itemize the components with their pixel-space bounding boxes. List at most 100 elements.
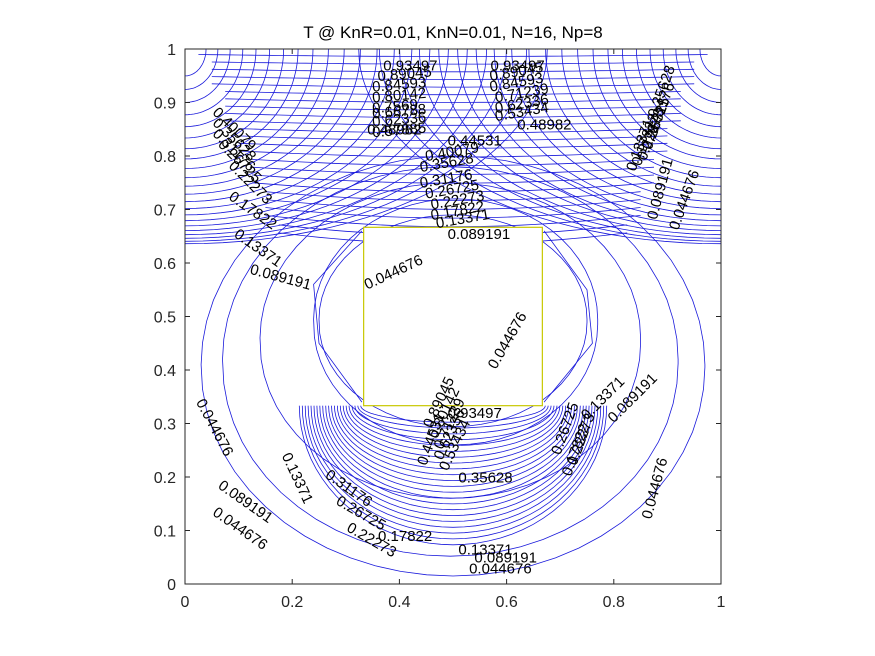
contour-line: [345, 405, 561, 452]
y-tick-label: 0: [167, 577, 176, 594]
contour-line: [184, 48, 413, 216]
contour-line: [185, 48, 219, 90]
contour-line: [251, 166, 655, 175]
contour-line: [438, 48, 722, 231]
contour-line: [238, 150, 668, 158]
contour-label: 0.93497: [448, 405, 502, 422]
contour-line: [313, 405, 593, 517]
contour-line: [238, 135, 668, 141]
contour-label: 0.48982: [367, 122, 421, 139]
contour-line: [328, 405, 578, 487]
contour-line: [184, 48, 314, 169]
x-tick-label: 0.8: [603, 594, 625, 611]
contour-line: [687, 48, 721, 90]
contour-label: 0.89045: [377, 63, 433, 85]
contour-line: [475, 48, 722, 222]
contour-line: [358, 48, 722, 245]
contour-line: [313, 230, 363, 403]
x-tick-label: 0.4: [388, 594, 410, 611]
contour-line: [200, 155, 706, 577]
contour-label: 0.13371: [458, 542, 512, 559]
contour-label: 0.089191: [474, 550, 537, 567]
x-tick-label: 1: [717, 594, 726, 611]
contour-line: [222, 166, 679, 557]
contour-line: [225, 120, 681, 126]
contour-line: [357, 405, 549, 429]
contour-label: 0.7569: [371, 96, 418, 117]
contour-line: [528, 48, 722, 203]
contour-line: [322, 405, 584, 499]
contour-line: [298, 405, 608, 546]
contour-line: [265, 199, 641, 210]
contour-line: [493, 48, 722, 216]
contour-line: [351, 405, 555, 441]
contour-line: [649, 48, 722, 128]
contour-line: [577, 48, 722, 179]
contour-line: [561, 48, 722, 187]
contour-line: [211, 83, 695, 88]
contour-label: 0.35628: [458, 469, 512, 486]
contour-line: [211, 68, 695, 73]
contour-line: [543, 230, 593, 403]
x-tick-label: 0.2: [281, 594, 303, 611]
contour-line: [354, 405, 552, 435]
contour-line: [184, 48, 345, 187]
contour-line: [662, 48, 722, 116]
contour-lines: [184, 48, 722, 577]
contour-line: [307, 405, 599, 528]
x-tick-label: 0: [181, 594, 190, 611]
contour-label: 0.089191: [448, 226, 511, 243]
y-tick-label: 0.8: [154, 149, 176, 166]
contour-line: [184, 48, 487, 236]
y-tick-label: 1: [167, 42, 176, 59]
contour-line: [184, 48, 528, 242]
contour-line: [325, 405, 581, 493]
contour-line: [360, 405, 546, 423]
contour-line: [313, 198, 599, 446]
contour-line: [238, 128, 668, 134]
contour-label: 0.044676: [469, 560, 532, 577]
contour-line: [265, 191, 641, 201]
contour-line: [184, 48, 257, 128]
contour-line: [211, 61, 695, 65]
y-tick-label: 0.2: [154, 470, 176, 487]
y-tick-label: 0.7: [154, 203, 176, 220]
contour-label: 0.57885: [371, 120, 427, 142]
contour-line: [184, 48, 329, 179]
y-tick-label: 0.4: [154, 363, 176, 380]
y-tick-label: 0.1: [154, 524, 176, 541]
inner-box: [363, 226, 543, 407]
contour-line: [184, 48, 378, 203]
contour-line: [699, 49, 721, 77]
contour-label: 0.44531: [448, 132, 502, 149]
contour-line: [211, 76, 695, 80]
contour-line: [675, 49, 722, 103]
contour-line: [301, 405, 605, 540]
contour-line: [184, 48, 299, 160]
contour-line: [184, 49, 231, 103]
contour-line: [238, 142, 668, 149]
contour-line: [339, 405, 567, 464]
contour-line: [225, 105, 681, 111]
inner-box-layer: [363, 226, 543, 407]
contour-line: [184, 48, 431, 222]
contour-line: [331, 405, 575, 482]
contour-line: [334, 405, 572, 476]
contour-label: 0.66788: [371, 101, 427, 123]
contour-line: [184, 48, 244, 116]
contour-label: 0.80142: [371, 85, 427, 107]
contour-line: [225, 113, 681, 119]
contour-label: 0.84593: [371, 74, 427, 96]
contour-line: [265, 207, 641, 219]
contour-line: [622, 48, 722, 150]
contour-label: 0.93497: [491, 57, 545, 74]
contour-line: [184, 48, 284, 150]
y-tick-label: 0.3: [154, 417, 176, 434]
contour-line: [304, 405, 602, 534]
contour-label: 0.62336: [371, 109, 427, 131]
axes: 0 0.2 0.4 0.6 0.8 100.10.20.30.40.50.60.70.80…: [154, 42, 726, 611]
contour-line: [419, 48, 722, 236]
contour-line: [225, 98, 681, 103]
contour-line: [607, 48, 722, 160]
